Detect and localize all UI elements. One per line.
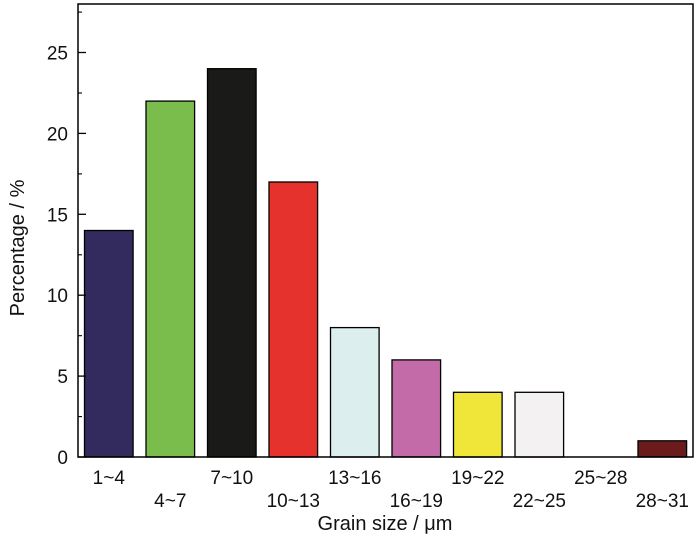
bar-16~19 [391, 359, 442, 458]
x-tick-label: 10~13 [267, 491, 320, 512]
bar-1~4 [83, 229, 134, 458]
bar-4~7 [145, 100, 196, 458]
x-tick-label: 1~4 [93, 468, 126, 489]
x-tick-label: 22~25 [513, 491, 566, 512]
y-tick-label: 15 [47, 205, 68, 226]
bar-28~31 [637, 440, 688, 458]
bar-19~22 [452, 391, 503, 458]
bars-group [83, 68, 688, 458]
bar-22~25 [514, 391, 565, 458]
bar-10~13 [268, 181, 319, 458]
y-tick-label: 5 [57, 367, 68, 388]
x-tick-label: 7~10 [210, 468, 253, 489]
y-tick-label: 20 [47, 124, 68, 145]
x-tick-label: 4~7 [154, 491, 186, 512]
y-axis-ticks: 0 5 10 15 20 25 [47, 11, 86, 469]
y-axis-title: Percentage / % [7, 179, 29, 316]
plot-frame [77, 3, 694, 458]
x-tick-label: 13~16 [328, 468, 381, 489]
x-tick-label: 19~22 [451, 468, 504, 489]
y-tick-label: 10 [47, 286, 68, 307]
x-tick-label: 28~31 [636, 491, 689, 512]
bar-13~16 [329, 326, 380, 458]
x-axis-title: Grain size / μm [318, 513, 453, 535]
y-tick-label: 25 [47, 44, 68, 65]
y-tick-label: 0 [57, 448, 68, 469]
x-tick-label: 16~19 [390, 491, 443, 512]
x-axis-tick-labels: 1~4 4~7 7~10 10~13 13~16 16~19 19~22 22~25 25~28… [93, 468, 689, 512]
bar-7~10 [206, 68, 257, 458]
x-tick-label: 25~28 [574, 468, 627, 489]
